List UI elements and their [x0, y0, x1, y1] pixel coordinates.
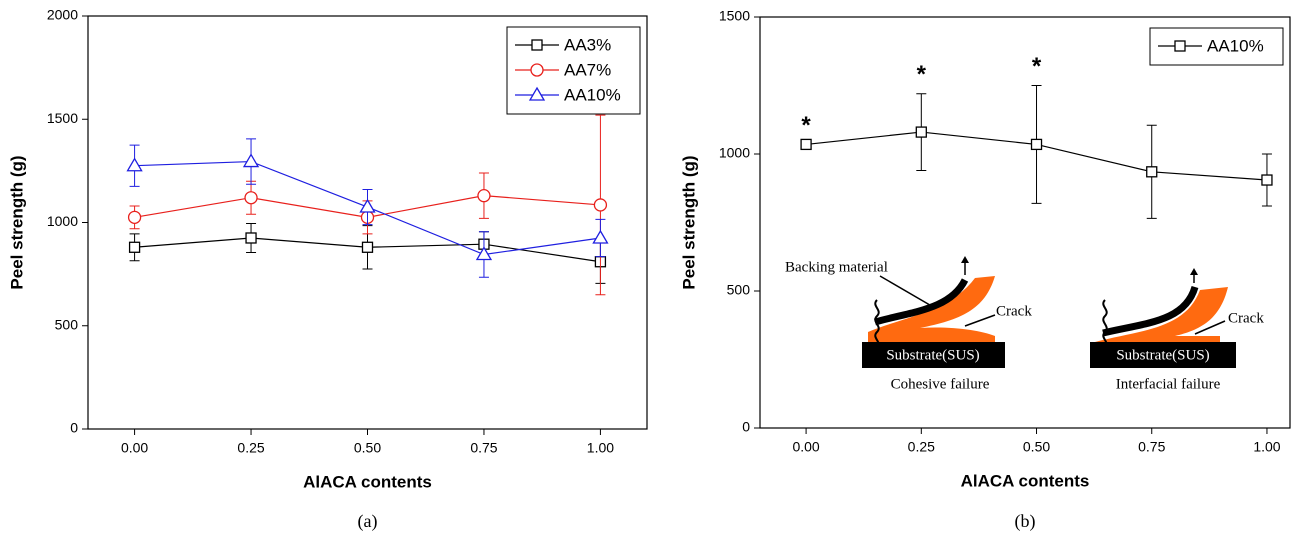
pointer: [879, 275, 936, 309]
marker: [1146, 166, 1158, 178]
marker: [245, 232, 257, 244]
y-tick-label: 0: [742, 419, 750, 435]
adhesive: [1095, 287, 1228, 342]
y-axis-label: Peel strength (g): [7, 155, 26, 289]
adhesive: [868, 276, 995, 342]
x-tick-label: 0.75: [1138, 439, 1165, 455]
marker: [127, 210, 142, 224]
inset-interfacial: [1090, 268, 1236, 368]
x-tick-label: 1.00: [1253, 439, 1280, 455]
significance-mark: *: [801, 112, 811, 139]
marker: [361, 241, 374, 253]
y-axis-label: Peel strength (g): [679, 155, 698, 289]
legend-label: AA3%: [564, 35, 611, 54]
marker: [800, 138, 812, 151]
legend-marker: [528, 86, 546, 101]
legend-label: AA10%: [564, 85, 621, 104]
x-tick-label: 0.00: [121, 440, 148, 456]
backing: [874, 278, 969, 326]
pointer: [964, 314, 996, 327]
wavy-end: [874, 299, 880, 349]
marker: [126, 157, 143, 172]
pointer: [1194, 320, 1226, 335]
x-tick-label: 0.25: [908, 439, 935, 455]
legend-label: AA7%: [564, 60, 611, 79]
inset-label: Backing material: [785, 259, 888, 275]
x-tick-label: 0.00: [792, 439, 819, 455]
x-axis-label: AlACA contents: [961, 471, 1090, 490]
inset-label: Interfacial failure: [1116, 376, 1221, 392]
backing: [1102, 285, 1199, 337]
y-tick-label: 500: [727, 282, 751, 298]
x-axis-label: AlACA contents: [303, 472, 432, 491]
wavy-end: [1102, 299, 1108, 349]
marker: [128, 241, 141, 253]
significance-mark: *: [917, 61, 927, 88]
x-tick-label: 1.00: [587, 440, 614, 456]
inset-label: Substrate(SUS): [886, 347, 979, 363]
x-tick-label: 0.75: [470, 440, 497, 456]
marker: [593, 198, 608, 212]
marker: [242, 153, 260, 168]
y-tick-label: 1000: [719, 145, 750, 161]
marker: [244, 191, 258, 205]
legend-label: AA10%: [1207, 36, 1264, 55]
y-tick-label: 0: [70, 420, 78, 436]
y-tick-label: 1000: [47, 213, 78, 229]
marker: [1261, 174, 1273, 186]
caption: (a): [358, 511, 378, 532]
marker: [1030, 138, 1043, 151]
caption: (b): [1015, 511, 1036, 532]
x-tick-label: 0.50: [1023, 439, 1050, 455]
inset-label: Substrate(SUS): [1116, 347, 1209, 363]
marker: [592, 229, 609, 244]
x-tick-label: 0.25: [237, 440, 264, 456]
inset-label: Crack: [996, 303, 1032, 319]
significance-mark: *: [1032, 53, 1042, 80]
legend-marker: [1174, 40, 1186, 52]
legend-marker: [530, 63, 544, 77]
arrow-head: [1190, 268, 1198, 275]
x-tick-label: 0.50: [354, 440, 381, 456]
marker: [477, 189, 491, 203]
arrow-head: [961, 256, 969, 263]
y-tick-label: 1500: [47, 110, 78, 126]
inset-cohesive: [862, 256, 1005, 368]
plot-frame: [759, 16, 1291, 429]
inset-label: Crack: [1228, 310, 1264, 326]
y-tick-label: 1500: [719, 8, 750, 24]
y-tick-label: 2000: [47, 7, 78, 23]
inset-label: Cohesive failure: [891, 376, 990, 392]
substrate: [862, 342, 1005, 368]
marker: [475, 246, 493, 261]
marker: [359, 198, 376, 213]
substrate: [1090, 342, 1236, 368]
legend-marker: [531, 39, 543, 51]
marker: [915, 126, 927, 138]
y-tick-label: 500: [55, 316, 79, 332]
